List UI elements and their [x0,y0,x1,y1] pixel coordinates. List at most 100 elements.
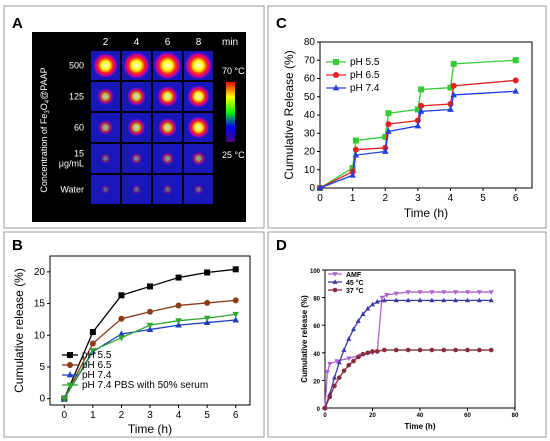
y-tick-label: 20 [34,267,46,278]
data-point [453,290,459,295]
time-unit: min [222,37,238,48]
x-tick-label: 1 [90,410,96,421]
legend-marker [333,59,339,65]
row-label: 125 [69,92,84,102]
x-tick-label: 20 [369,413,376,419]
x-axis-label: Time (h) [128,422,172,436]
data-point [327,394,333,400]
x-tick-label: 6 [233,410,239,421]
data-point [331,374,338,380]
data-point [203,318,211,325]
y-tick-label: 10 [34,330,46,341]
thermal-spot [158,118,177,137]
data-point [512,87,519,94]
y-axis-label: Cumulative Release (%) [282,50,296,179]
row-label: 500 [69,61,84,71]
data-point [346,362,352,368]
data-point [488,297,494,303]
x-tick-label: 3 [415,193,421,204]
series-line [324,349,492,409]
x-tick-label: 2 [382,193,388,204]
x-tick-label: 0 [62,410,68,421]
x-axis-label: Time (h) [405,422,436,431]
data-point [232,266,239,273]
data-point [418,86,425,93]
legend-label: 45 °C [346,279,364,287]
thermal-spot [97,88,114,105]
panel-b-label: B [12,237,23,254]
data-point [346,356,352,362]
data-point [488,347,494,353]
data-point [118,292,125,299]
legend-marker [66,382,74,389]
data-point [60,396,68,403]
thermal-spot [157,86,178,107]
data-point [204,299,211,306]
thermal-spot [153,51,182,80]
data-point [322,405,328,411]
y-tick-label: 10 [304,165,316,176]
data-point [147,308,153,315]
data-point [118,335,125,342]
thermal-spot [131,184,142,195]
data-point [341,347,347,352]
legend-marker [332,279,338,284]
thermal-grid [91,51,213,204]
data-point [350,326,357,332]
data-point [450,82,457,89]
data-point [414,106,421,113]
scale-min-label: 25 °C [222,150,245,160]
x-tick-label: 60 [464,413,471,419]
legend-label: pH 5.5 [350,57,380,68]
data-point [465,347,470,353]
data-point [89,340,96,347]
thermal-ylabel: Concentration of Fe3O4@PAAP [39,67,51,192]
data-point [450,91,458,98]
scale-max-label: 70 °C [222,66,245,76]
x-tick-label: 4 [448,193,454,204]
data-point [417,107,425,114]
data-point [488,290,494,295]
data-point [370,349,375,354]
data-point [146,322,154,329]
thermal-spot [127,118,146,137]
data-point [393,297,399,303]
data-point [417,290,423,295]
thermal-spot [193,184,204,195]
panel-a: A 2 4 6 8 min 500 125 60 15 μg/mL Water Concentr… [3,5,265,229]
time-label: 6 [165,37,171,48]
y-tick-label: 60 [313,324,320,330]
time-label: 8 [196,37,202,48]
data-point [385,110,392,117]
data-point [203,315,211,322]
x-axis-label: Time (h) [404,206,448,220]
x-tick-label: 0 [323,413,327,419]
x-tick-label: 6 [513,193,519,204]
data-point [147,283,153,290]
data-point [418,102,425,109]
data-point [405,347,411,353]
thermal-spot [162,184,173,195]
y-axis-label: Cumulative release (%) [300,295,309,383]
data-point [417,297,423,303]
data-point [204,269,211,276]
data-point [352,151,360,158]
thermal-spot [100,153,111,164]
data-point [355,318,361,323]
legend-marker [332,287,338,293]
panel-d-label: D [276,237,287,254]
data-point [351,358,356,364]
y-tick-label: 20 [313,379,320,385]
data-point [374,298,380,304]
data-point [365,305,371,311]
data-point [429,290,435,295]
data-point [341,368,347,374]
row-label: 60 [74,123,84,133]
data-point [385,121,392,128]
data-point [334,359,340,364]
data-point [324,370,330,375]
chart-b: 0 1 2 3 4 5 6 0 5 10 15 20 Time (h) Cumulative releas… [12,255,251,436]
legend: pH 5.5pH 6.5pH 7.4pH 7.4 PBS with 50% se… [62,350,208,391]
y-tick-label: 50 [304,92,316,103]
